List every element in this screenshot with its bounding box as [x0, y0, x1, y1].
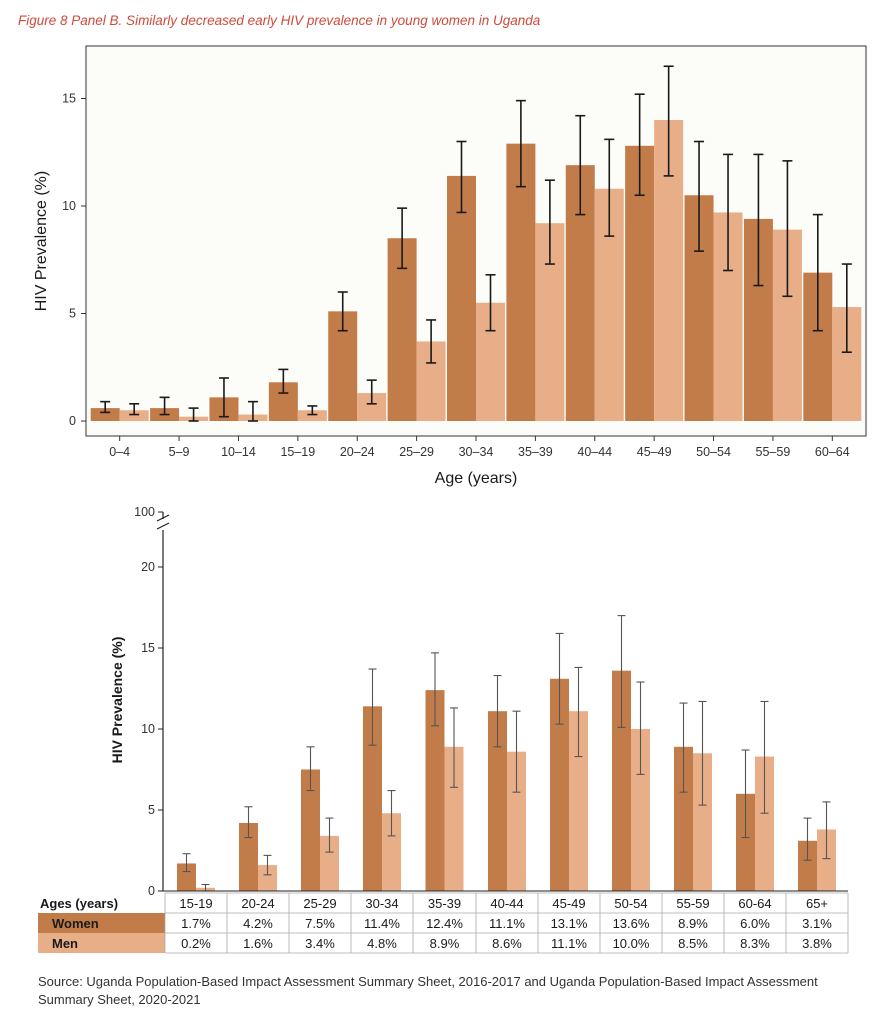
women-value-label: 6.0% [740, 916, 770, 931]
women-bar [798, 840, 817, 891]
women-value-label: 3.1% [802, 916, 832, 931]
y-tick-label: 10 [62, 199, 76, 213]
women-bar [612, 670, 631, 891]
men-value-label: 4.8% [367, 936, 397, 951]
men-value-label: 10.0% [613, 936, 650, 951]
women-bar [488, 711, 507, 891]
legend-men-label: Men [52, 936, 78, 951]
women-value-label: 1.7% [181, 916, 211, 931]
x-tick-label: 45–49 [637, 445, 672, 459]
axis-break-icon [156, 514, 170, 530]
women-value-label: 13.6% [613, 916, 650, 931]
women-value-label: 11.4% [364, 916, 400, 931]
women-bar [301, 769, 320, 891]
table-header: Ages (years) [40, 896, 118, 911]
x-tick-label: 30–34 [459, 445, 494, 459]
y-tick-label: 5 [69, 307, 76, 321]
x-tick-label: 30-34 [365, 896, 398, 911]
x-tick-label: 40-44 [490, 896, 523, 911]
x-tick-label: 60–64 [815, 445, 850, 459]
men-bar [817, 829, 836, 891]
x-tick-label: 65+ [806, 896, 828, 911]
x-tick-label: 35-39 [428, 896, 461, 911]
men-value-label: 8.9% [430, 936, 460, 951]
x-tick-label: 25–29 [399, 445, 434, 459]
women-bar [239, 822, 258, 891]
x-tick-label: 55–59 [756, 445, 791, 459]
men-value-label: 8.3% [740, 936, 770, 951]
x-tick-label: 25-29 [303, 896, 336, 911]
men-value-label: 8.6% [492, 936, 522, 951]
x-tick-label: 45-49 [552, 896, 585, 911]
x-tick-label: 60-64 [738, 896, 771, 911]
legend-men-swatch [38, 933, 165, 953]
x-tick-label: 35–39 [518, 445, 553, 459]
y-tick-label: 10 [141, 722, 155, 736]
women-bar [674, 746, 693, 891]
x-tick-label: 15-19 [179, 896, 212, 911]
women-bar [447, 175, 476, 421]
y-tick-label: 15 [62, 92, 76, 106]
y-tick-label: 0 [148, 884, 155, 898]
top-bar-chart: 0 5 10 15 0–4 5–9 10–14 15–19 20–24 25–29 30–34 35–… [33, 45, 867, 487]
x-tick-label: 50-54 [614, 896, 647, 911]
women-value-label: 7.5% [305, 916, 335, 931]
x-tick-label: 0–4 [109, 445, 130, 459]
y-axis-label: HIV Prevalence (%) [33, 171, 50, 312]
men-value-label: 8.5% [678, 936, 708, 951]
women-bar [90, 408, 120, 421]
men-bar [297, 410, 327, 421]
x-axis-label: Age (years) [435, 470, 518, 487]
men-value-label: 3.4% [305, 936, 335, 951]
women-value-label: 8.9% [678, 916, 708, 931]
women-bar [506, 143, 536, 421]
source-note: Source: Uganda Population-Based Impact A… [38, 974, 818, 1007]
x-tick-label: 20–24 [340, 445, 375, 459]
men-bar [569, 711, 588, 891]
women-bar [736, 793, 755, 891]
x-tick-label: 55-59 [676, 896, 709, 911]
men-bar [507, 751, 526, 891]
men-bar [320, 835, 339, 891]
x-tick-label: 5–9 [169, 445, 190, 459]
y-tick-label: 20 [141, 560, 155, 574]
men-bar [755, 756, 774, 891]
women-bar [550, 678, 569, 891]
x-tick-label: 10–14 [221, 445, 256, 459]
y-tick-label: 15 [141, 641, 155, 655]
x-tick-label: 15–19 [280, 445, 315, 459]
bottom-bar-chart: 100 0 5 10 15 20 HIV Prevalence (%) Ages (years… [38, 505, 849, 954]
legend-women-label: Women [52, 916, 99, 931]
x-tick-label: 50–54 [696, 445, 731, 459]
women-bar [363, 706, 382, 891]
y-tick-label: 0 [69, 414, 76, 428]
men-value-label: 1.6% [243, 936, 273, 951]
y-tick-label: 5 [148, 803, 155, 817]
x-tick-label: 20-24 [241, 896, 274, 911]
women-bar [425, 690, 445, 891]
men-bar [693, 753, 712, 891]
y-axis-label: HIV Prevalence (%) [109, 637, 125, 764]
men-value-label: 3.8% [802, 936, 832, 951]
y-tick-label: 100 [134, 505, 155, 519]
women-value-label: 4.2% [243, 916, 273, 931]
figure-title: Figure 8 Panel B. Similarly decreased ea… [18, 13, 541, 28]
women-value-label: 13.1% [551, 916, 588, 931]
men-value-label: 11.1% [551, 936, 587, 951]
men-bar [119, 410, 149, 421]
legend-women-swatch [38, 913, 165, 933]
men-bar [631, 729, 650, 891]
men-bar [258, 865, 277, 891]
men-value-label: 0.2% [181, 936, 211, 951]
men-bar [382, 813, 401, 891]
women-value-label: 12.4% [426, 916, 463, 931]
women-value-label: 11.1% [489, 916, 525, 931]
men-bar [444, 746, 464, 891]
x-tick-label: 40–44 [577, 445, 612, 459]
women-bar [177, 863, 196, 891]
